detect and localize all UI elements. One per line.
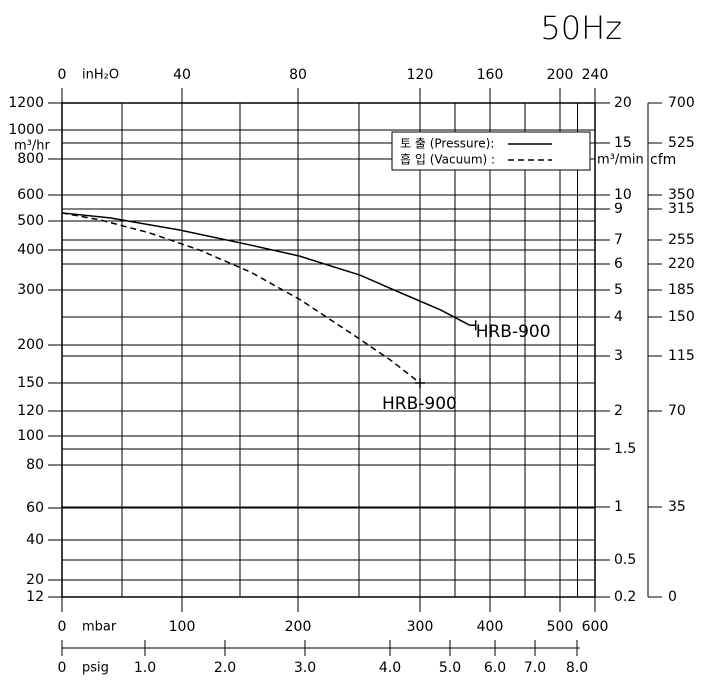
y-tick-label: 600 [17, 187, 44, 203]
plot-frame [61, 102, 596, 598]
y3-tick-label: 70 [668, 403, 686, 419]
series-line [61, 212, 471, 326]
x-tick-label: 600 [582, 619, 609, 635]
y-tick-label: 40 [26, 532, 44, 548]
y2-tick-label: 20 [614, 95, 632, 111]
y-tick-label: 400 [17, 242, 44, 258]
y3-tick-label: 315 [668, 201, 695, 217]
x2-tick-label: 200 [547, 67, 574, 83]
x3-tick-label: 3.0 [294, 660, 316, 676]
x3-tick-label: 6.0 [484, 660, 506, 676]
x2-tick-label: 0 [58, 67, 67, 83]
y3-tick-label: 255 [668, 232, 695, 248]
y3-axis-label: cfm [650, 152, 676, 168]
y2-axis-label: m³/min [597, 153, 644, 168]
x3-tick-label: 2.0 [214, 660, 236, 676]
x-tick-label: 500 [547, 619, 574, 635]
chart-title: 50Hz [540, 9, 622, 47]
x2-tick-label: 160 [477, 67, 504, 83]
y-tick-label: 500 [17, 213, 44, 229]
y-tick-label: 800 [17, 151, 44, 167]
y2-tick-label: 0.2 [614, 589, 636, 605]
x-tick-label: 100 [169, 619, 196, 635]
x3-tick-label: 5.0 [439, 660, 461, 676]
y3-tick-label: 350 [668, 187, 695, 203]
x2-tick-label: 120 [407, 67, 434, 83]
y-tick-label: 80 [26, 457, 44, 473]
x-tick-label: 400 [477, 619, 504, 635]
y2-tick-label: 7 [614, 232, 623, 248]
y3-tick-label: 115 [668, 348, 695, 364]
y-axis-label: m³/hr [14, 139, 50, 154]
y-tick-label: 1000 [8, 122, 44, 138]
y-tick-label: 100 [17, 428, 44, 444]
legend-label: 흡 입 (Vacuum) : [400, 153, 495, 167]
x2-tick-label: 240 [582, 67, 609, 83]
legend-label: 토 출 (Pressure): [400, 137, 494, 151]
curve-label: HRB-900 [476, 322, 551, 342]
y-tick-label: 1200 [8, 95, 44, 111]
x2-axis-label: inH₂O [82, 68, 119, 83]
y2-tick-label: 0.5 [614, 552, 636, 568]
end-marker [415, 378, 425, 388]
y3-tick-label: 0 [668, 589, 677, 605]
y-tick-label: 120 [17, 403, 44, 419]
y3-tick-label: 150 [668, 309, 695, 325]
y3-tick-label: 220 [668, 256, 695, 272]
y2-tick-label: 4 [614, 309, 623, 325]
y3-tick-label: 185 [668, 282, 695, 298]
x-tick-label: 200 [285, 619, 312, 635]
y3-tick-label: 35 [668, 499, 686, 515]
y-tick-label: 200 [17, 337, 44, 353]
x-axis-label: mbar [82, 620, 117, 635]
y3-tick-label: 700 [668, 95, 695, 111]
x2-tick-label: 80 [289, 67, 307, 83]
x2-tick-label: 40 [173, 67, 191, 83]
curve-label: HRB-900 [382, 394, 457, 414]
y2-tick-label: 10 [614, 187, 632, 203]
legend-bg [391, 131, 591, 171]
x3-tick-label: 4.0 [379, 660, 401, 676]
y-tick-label: 300 [17, 282, 44, 298]
y2-tick-label: 1 [614, 499, 623, 515]
y2-tick-label: 15 [614, 135, 632, 151]
y2-tick-label: 2 [614, 403, 623, 419]
y2-tick-label: 6 [614, 256, 623, 272]
y-tick-label: 20 [26, 572, 44, 588]
y2-tick-label: 3 [614, 348, 623, 364]
y2-tick-label: 1.5 [614, 441, 636, 457]
x3-tick-label: 0 [58, 660, 67, 676]
series-line [61, 212, 421, 384]
y2-tick-label: 5 [614, 282, 623, 298]
y-tick-label: 150 [17, 375, 44, 391]
x3-axis-label: psig [82, 661, 109, 676]
y2-tick-label: 9 [614, 201, 623, 217]
end-marker [469, 320, 477, 331]
y-tick-label: 60 [26, 500, 44, 516]
x3-tick-label: 1.0 [134, 660, 156, 676]
x3-tick-label: 8.0 [566, 660, 588, 676]
x-tick-label: 0 [58, 619, 67, 635]
y3-tick-label: 525 [668, 135, 695, 151]
y-tick-label: 12 [26, 589, 44, 605]
x3-tick-label: 7.0 [524, 660, 546, 676]
x-tick-label: 300 [407, 619, 434, 635]
